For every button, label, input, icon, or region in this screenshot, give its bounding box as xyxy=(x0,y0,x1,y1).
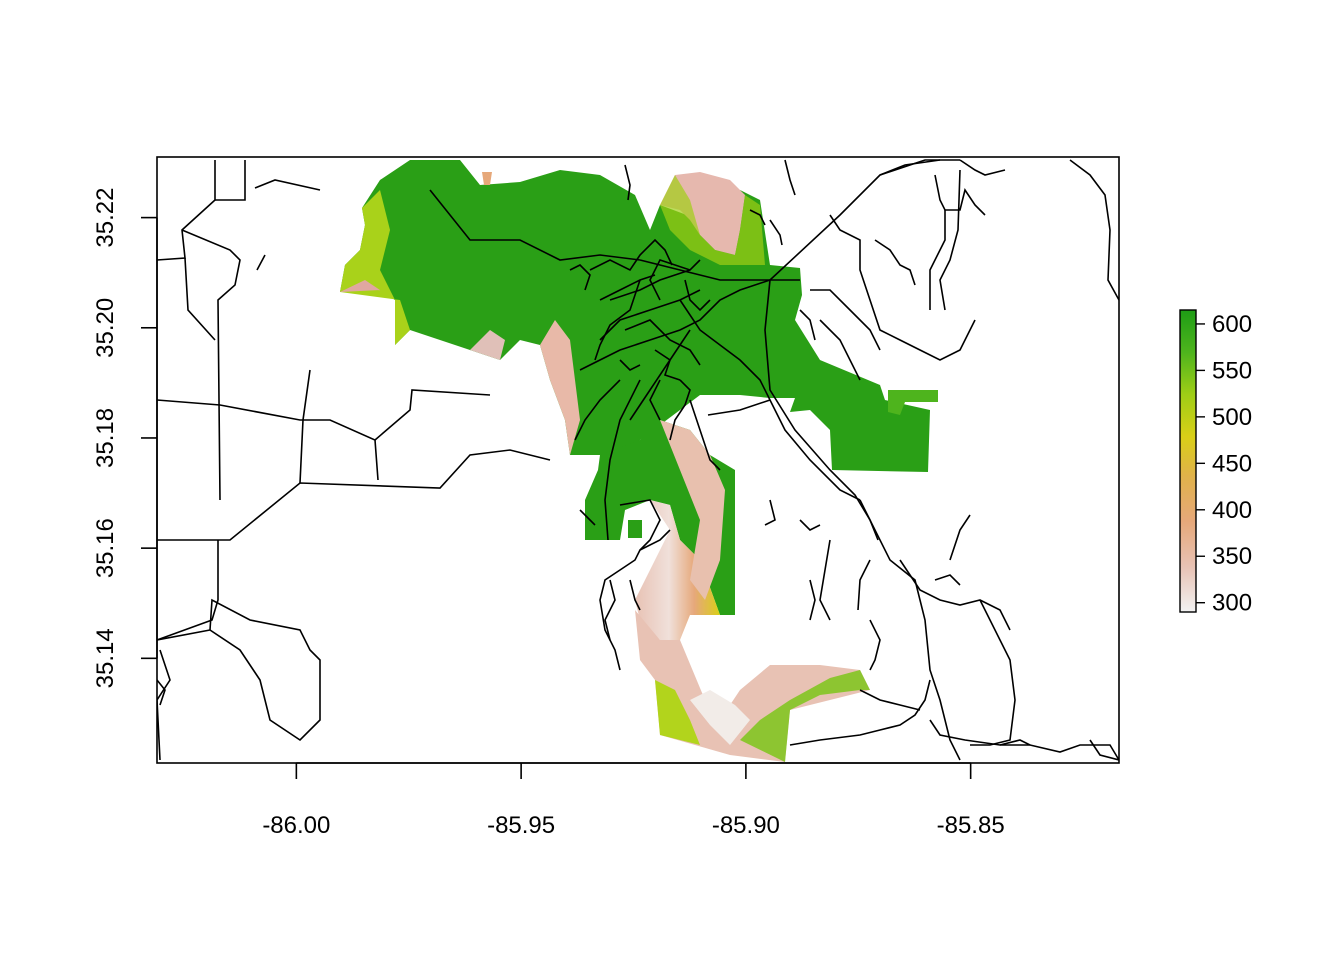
plateau-north xyxy=(340,160,930,472)
x-tick-label: -85.85 xyxy=(937,812,1005,839)
y-tick-label: 35.22 xyxy=(92,188,119,248)
scarp-central xyxy=(540,320,580,455)
ridge-upper xyxy=(660,420,725,600)
plateau-fringe-west-low xyxy=(340,280,395,300)
y-tick-label: 35.14 xyxy=(92,628,119,688)
ridge-south xyxy=(635,500,720,640)
elevation-raster xyxy=(340,160,938,762)
legend-label: 600 xyxy=(1212,311,1252,338)
legend-label: 300 xyxy=(1212,590,1252,617)
lobe-south-lowland xyxy=(690,690,750,745)
legend-label: 550 xyxy=(1212,357,1252,384)
x-tick-label: -86.00 xyxy=(262,812,330,839)
elevation-legend: 300 350 400 450 500 550 600 xyxy=(1179,309,1252,617)
patch-east xyxy=(888,390,938,415)
x-tick-label: -85.95 xyxy=(487,812,555,839)
legend-label: 500 xyxy=(1212,404,1252,431)
legend-colorbar xyxy=(1179,309,1197,613)
lobe-south xyxy=(635,610,870,762)
y-tick-label: 35.18 xyxy=(92,408,119,468)
x-tick-label: -85.90 xyxy=(712,812,780,839)
plateau-fringe-west xyxy=(340,190,410,345)
scarp-west-edge xyxy=(470,330,505,360)
legend-label: 400 xyxy=(1212,497,1252,524)
patch-orange xyxy=(482,172,492,185)
lobe-south-green-tip xyxy=(740,670,870,762)
legend-ticks: 300 350 400 450 500 550 600 xyxy=(1196,311,1252,617)
legend-label: 450 xyxy=(1212,450,1252,477)
lobe-south-green-edge xyxy=(655,680,700,745)
y-tick-label: 35.16 xyxy=(92,518,119,578)
x-axis: -86.00 -85.95 -85.90 -85.85 xyxy=(262,762,1005,839)
patch-small xyxy=(628,520,642,538)
valley-northeast-rim xyxy=(660,175,765,265)
y-tick-label: 35.20 xyxy=(92,298,119,358)
legend-label: 350 xyxy=(1212,543,1252,570)
roads xyxy=(157,159,1119,761)
y-axis: 35.14 35.16 35.18 35.20 35.22 xyxy=(92,188,158,688)
